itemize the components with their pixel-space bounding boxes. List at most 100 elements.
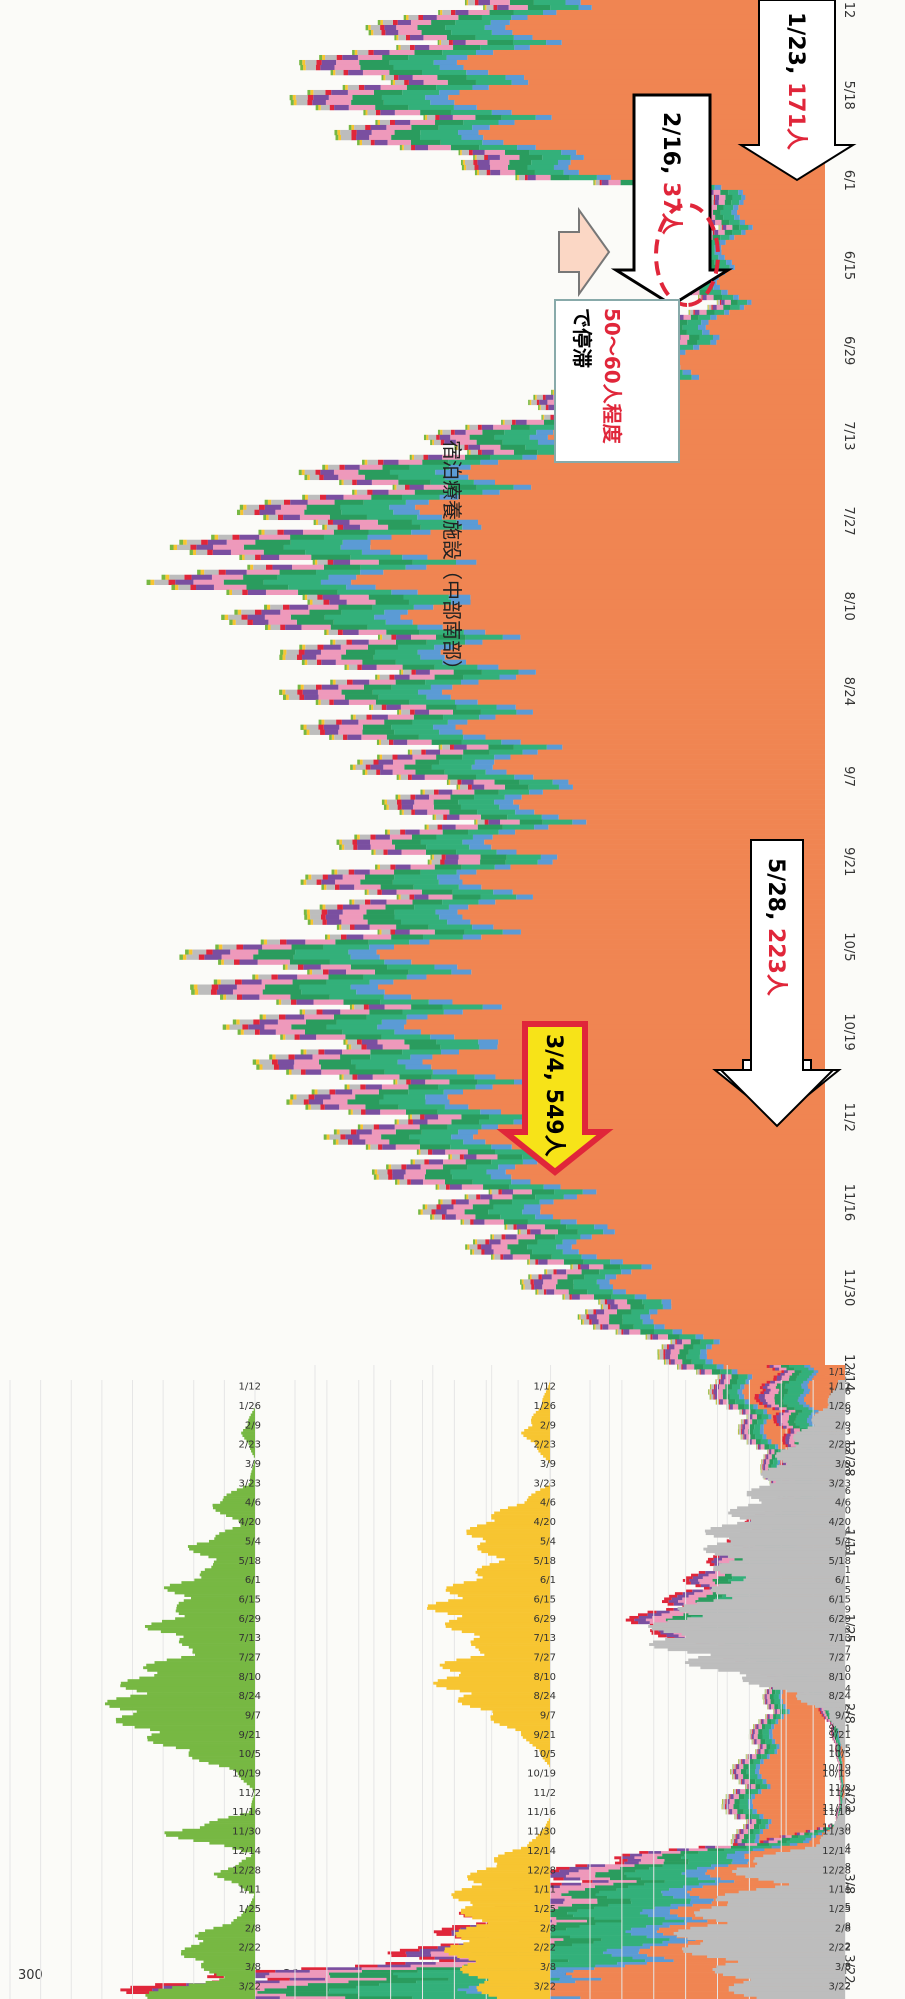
- main-top-bar: [242, 1024, 249, 1030]
- main-top-bar: [478, 899, 496, 905]
- main-top-bar: [656, 329, 658, 336]
- main-top-bar: [341, 924, 350, 930]
- main-bottom-bar: [786, 1425, 793, 1429]
- main-top-bar: [365, 1109, 381, 1115]
- main-top-bar: [608, 394, 622, 401]
- main-top-bar: [613, 379, 616, 386]
- main-top-bar: [357, 844, 371, 850]
- main-top-bar: [394, 34, 397, 41]
- main-top-bar: [393, 759, 416, 765]
- main-top-bar: [530, 1179, 825, 1185]
- main-top-bar: [335, 879, 361, 885]
- main-top-bar: [505, 1224, 508, 1230]
- main-top-bar: [607, 1304, 611, 1310]
- main-top-bar: [525, 444, 558, 451]
- main-top-bar: [576, 149, 825, 156]
- main-top-bar: [329, 934, 341, 940]
- main-top-bar: [395, 659, 443, 665]
- main-bottom-bar: [774, 1394, 785, 1398]
- main-top-bar: [414, 454, 424, 461]
- main-top-bar: [366, 909, 395, 915]
- main-top-bar: [703, 1334, 825, 1340]
- main-top-bar: [702, 244, 715, 251]
- main-top-bar: [578, 169, 825, 176]
- main-top-bar: [746, 1754, 749, 1760]
- main-top-bar: [605, 1274, 617, 1280]
- main-top-bar: [759, 1719, 761, 1725]
- main-top-bar: [239, 534, 260, 541]
- main-top-bar: [289, 1099, 293, 1105]
- main-top-bar: [268, 619, 297, 625]
- main-top-bar: [735, 1399, 745, 1405]
- main-top-bar: [382, 464, 410, 471]
- main-top-bar: [321, 879, 336, 885]
- main-top-bar: [348, 1109, 351, 1115]
- main-bottom-bar: [790, 1431, 795, 1434]
- main-top-bar: [439, 89, 460, 96]
- main-top-bar: [292, 94, 296, 101]
- main-top-bar: [688, 309, 690, 316]
- main-top-bar: [576, 1219, 825, 1225]
- main-top-bar: [406, 1079, 411, 1085]
- main-top-bar: [377, 1169, 388, 1175]
- main-top-bar: [675, 329, 687, 336]
- main-top-bar: [461, 864, 495, 870]
- main-top-bar: [538, 1289, 544, 1295]
- main-top-xtick: 6/15: [841, 251, 856, 280]
- main-top-bar: [692, 249, 702, 256]
- main-top-bar: [409, 939, 430, 945]
- main-top-bar: [710, 314, 717, 321]
- main-bottom-bar: [823, 1716, 825, 1720]
- main-top-bar: [309, 474, 320, 481]
- main-top-bar: [732, 1764, 734, 1770]
- main-top-bar: [350, 964, 388, 970]
- main-top-bar: [420, 109, 451, 116]
- main-top-bar: [690, 284, 701, 291]
- main-top-bar: [404, 484, 410, 491]
- main-top-bar: [615, 1329, 617, 1335]
- main-top-bar: [491, 29, 513, 36]
- main-top-bar: [547, 399, 563, 406]
- main-top-bar: [351, 134, 357, 141]
- main-top-bar: [454, 644, 825, 650]
- main-top-bar: [689, 334, 700, 341]
- main-top-bar: [358, 469, 390, 476]
- main-top-bar: [420, 134, 462, 141]
- main-top-bar: [380, 739, 389, 745]
- main-top-bar: [237, 609, 242, 615]
- main-top-bar: [761, 1724, 766, 1730]
- main-top-bar: [673, 314, 678, 321]
- main-top-bar: [666, 339, 668, 346]
- main-top-bar: [517, 144, 536, 151]
- main-top-bar: [410, 1054, 433, 1060]
- main-top-bar: [522, 1159, 538, 1165]
- main-top-bar: [329, 734, 332, 740]
- main-top-bar: [408, 1089, 444, 1095]
- main-top-bar: [420, 1164, 444, 1170]
- main-top-bar: [448, 904, 469, 910]
- main-bottom-bar: [652, 1615, 673, 1619]
- main-top-bar: [303, 879, 307, 885]
- main-top-bar: [432, 1069, 457, 1075]
- main-top-bar: [646, 344, 651, 351]
- main-top-bar: [737, 1839, 742, 1845]
- main-bottom-bar: [796, 1415, 809, 1419]
- main-top-bar: [333, 69, 336, 76]
- main-top-bar: [738, 1429, 741, 1435]
- main-top-bar: [368, 594, 404, 601]
- main-top-bar: [515, 1164, 825, 1170]
- main-top-bar: [506, 854, 541, 860]
- main-top-bar: [462, 1009, 825, 1015]
- main-bottom-bar: [808, 1367, 814, 1371]
- main-top-bar: [350, 714, 354, 720]
- main-bottom-bar: [706, 1594, 723, 1598]
- main-top-bar: [417, 24, 446, 31]
- main-top-bar: [729, 1794, 731, 1800]
- main-top-bar: [374, 139, 388, 146]
- main-top-bar: [598, 1299, 600, 1305]
- main-top-bar: [531, 1274, 539, 1280]
- main-bottom-bar: [783, 1401, 800, 1405]
- main-top-bar: [425, 94, 449, 101]
- main-top-bar: [540, 1204, 825, 1210]
- main-bottom-bar: [774, 1407, 780, 1411]
